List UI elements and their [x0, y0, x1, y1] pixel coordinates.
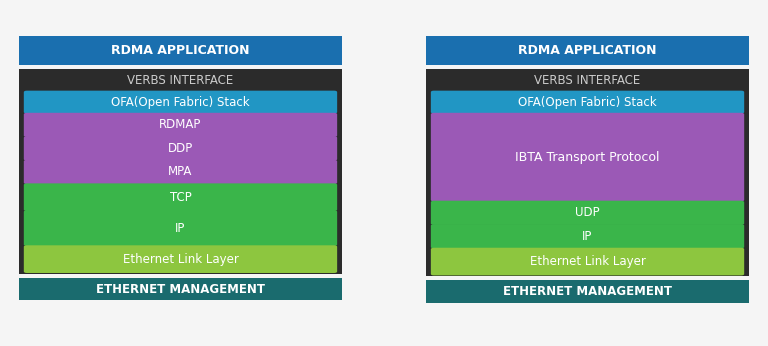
Text: OFA(Open Fabric) Stack: OFA(Open Fabric) Stack — [518, 95, 657, 109]
Text: ETHERNET MANAGEMENT: ETHERNET MANAGEMENT — [503, 285, 672, 298]
Text: ETHERNET MANAGEMENT: ETHERNET MANAGEMENT — [96, 283, 265, 295]
Text: RDMA APPLICATION: RDMA APPLICATION — [518, 44, 657, 57]
Text: RDMAP: RDMAP — [159, 118, 202, 131]
Text: TCP: TCP — [170, 191, 191, 204]
FancyBboxPatch shape — [431, 91, 744, 113]
Text: VERBS INTERFACE: VERBS INTERFACE — [127, 74, 233, 87]
FancyBboxPatch shape — [426, 69, 749, 276]
Text: RDMA APPLICATION: RDMA APPLICATION — [111, 44, 250, 57]
FancyBboxPatch shape — [24, 160, 337, 184]
Text: Ethernet Link Layer: Ethernet Link Layer — [123, 253, 238, 266]
FancyBboxPatch shape — [431, 113, 744, 201]
FancyBboxPatch shape — [431, 224, 744, 248]
Text: DDP: DDP — [168, 142, 193, 155]
FancyBboxPatch shape — [24, 113, 337, 137]
FancyBboxPatch shape — [24, 136, 337, 161]
Text: IP: IP — [175, 222, 186, 235]
FancyBboxPatch shape — [19, 278, 342, 300]
Text: UDP: UDP — [575, 206, 600, 219]
FancyBboxPatch shape — [426, 280, 749, 303]
Text: VERBS INTERFACE: VERBS INTERFACE — [535, 74, 641, 87]
Text: MPA: MPA — [168, 165, 193, 179]
Text: IP: IP — [582, 230, 593, 243]
Text: IBTA Transport Protocol: IBTA Transport Protocol — [515, 151, 660, 164]
FancyBboxPatch shape — [24, 91, 337, 113]
FancyBboxPatch shape — [431, 201, 744, 225]
Text: OFA(Open Fabric) Stack: OFA(Open Fabric) Stack — [111, 95, 250, 109]
FancyBboxPatch shape — [24, 183, 337, 211]
FancyBboxPatch shape — [24, 245, 337, 273]
FancyBboxPatch shape — [426, 36, 749, 65]
FancyBboxPatch shape — [19, 69, 342, 274]
FancyBboxPatch shape — [24, 210, 337, 246]
FancyBboxPatch shape — [19, 36, 342, 65]
FancyBboxPatch shape — [431, 248, 744, 275]
Text: Ethernet Link Layer: Ethernet Link Layer — [530, 255, 645, 268]
